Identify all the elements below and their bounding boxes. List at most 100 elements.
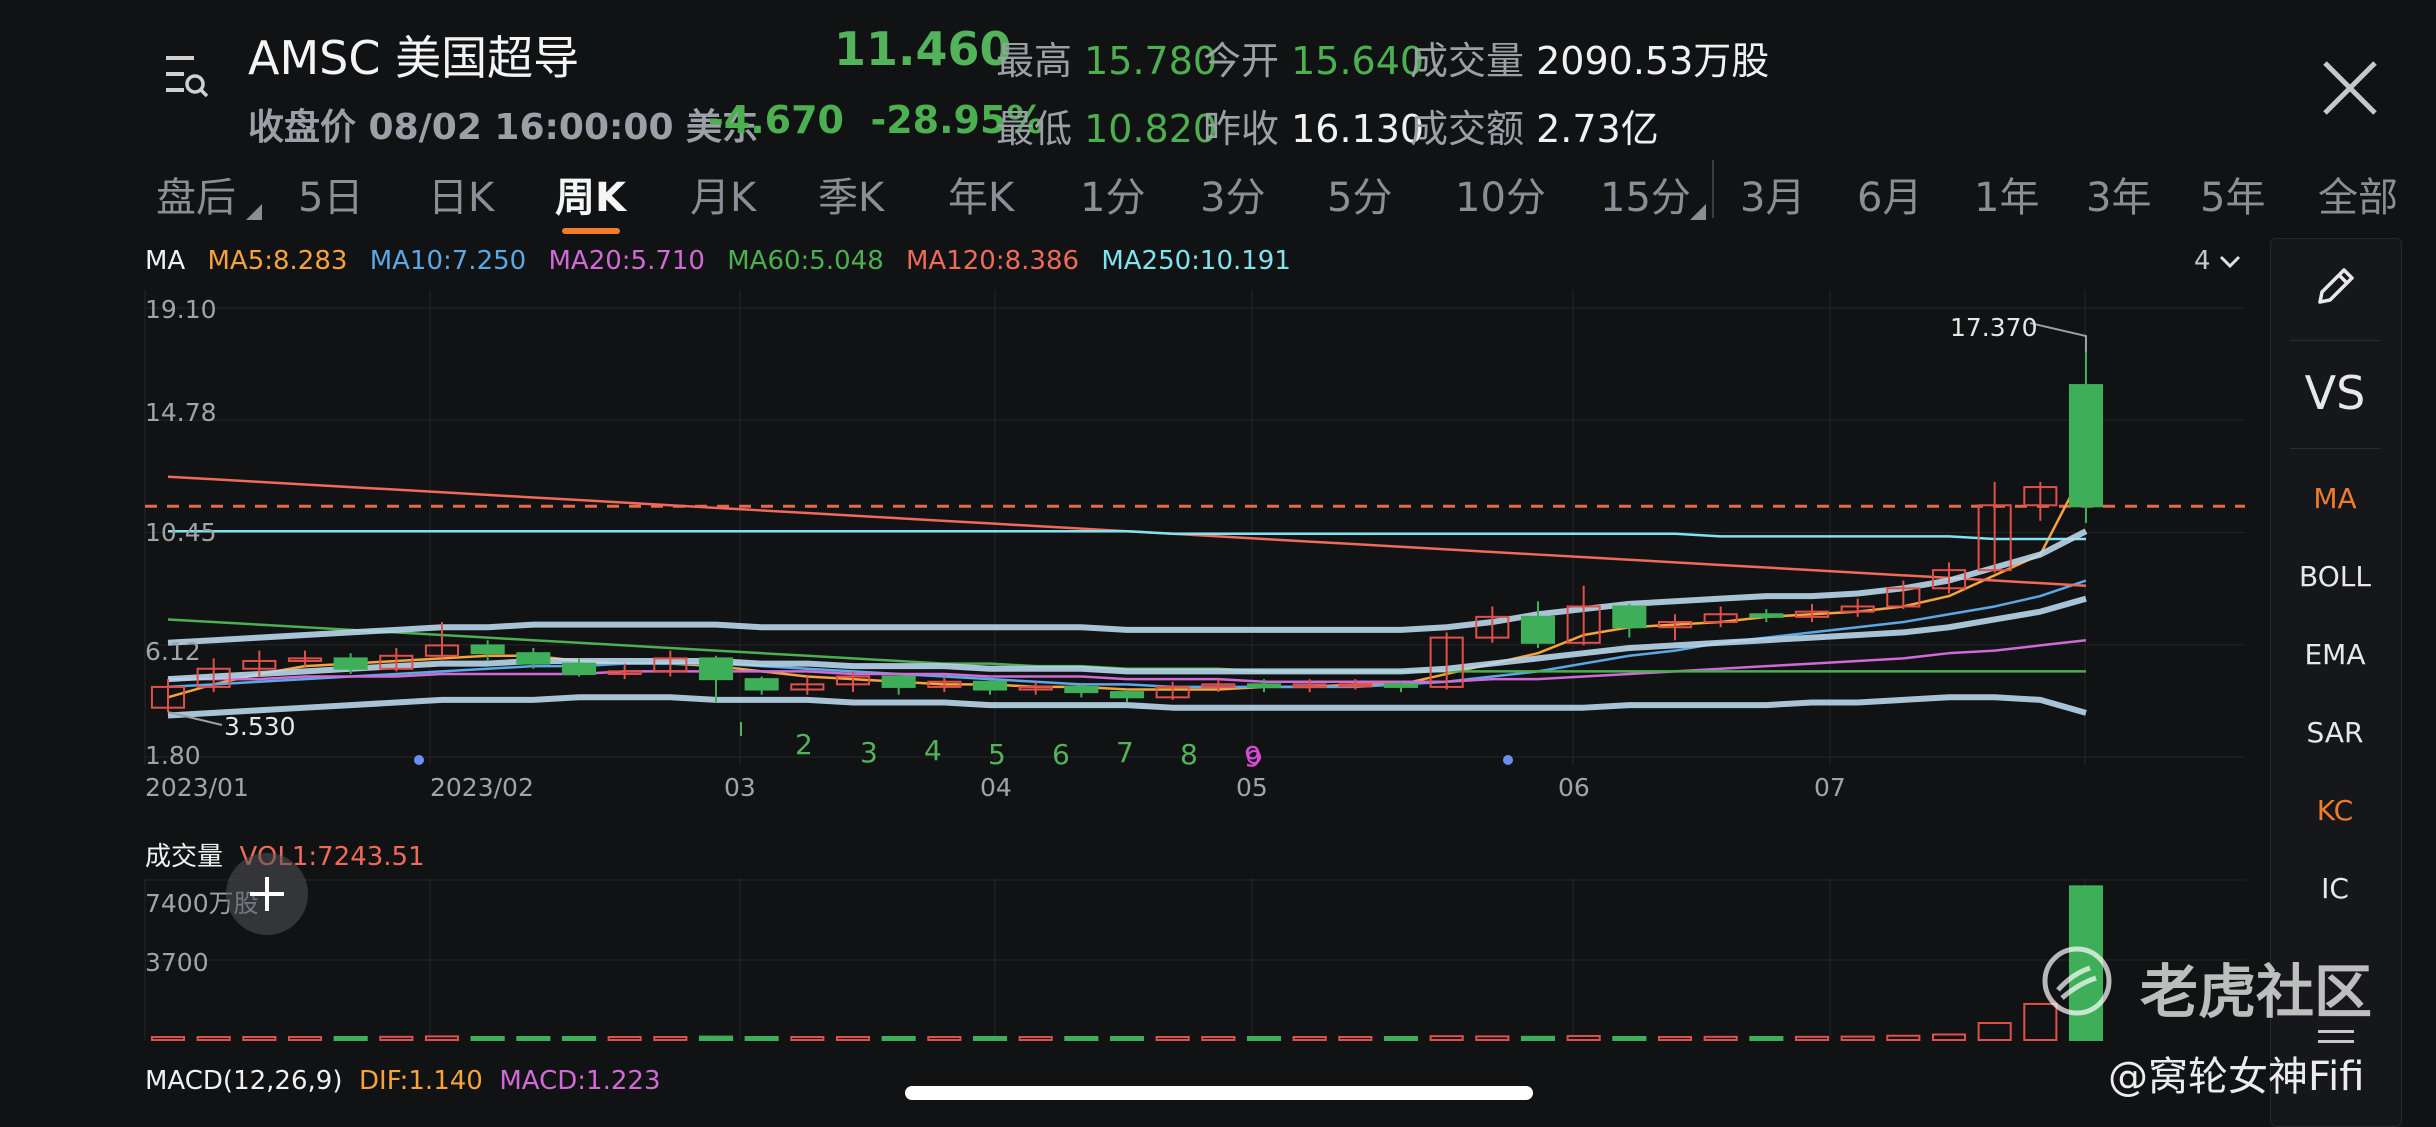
candle-body: [927, 680, 962, 688]
high-price-label: 17.370: [1950, 313, 2038, 342]
volume-bar: [1977, 1022, 2012, 1042]
candle-body: [1155, 685, 1190, 699]
candle-body: [1429, 636, 1464, 688]
tab-1min[interactable]: 1分: [1080, 175, 1146, 221]
indicator-sar[interactable]: SAR: [2306, 716, 2364, 749]
candle-body: [1886, 587, 1921, 608]
indicator-ic[interactable]: IC: [2321, 872, 2349, 905]
pencil-icon[interactable]: [2312, 262, 2360, 310]
tab-1year[interactable]: 1年: [1974, 175, 2040, 221]
tab-daily[interactable]: 日K: [428, 175, 495, 221]
volume-bar: [470, 1036, 505, 1041]
volume-bar: [2023, 1002, 2058, 1041]
ma-legend-prefix: MA: [145, 246, 186, 276]
indicator-kc[interactable]: KC: [2316, 794, 2354, 827]
sequence-marker: 4: [924, 734, 942, 767]
tab-5min[interactable]: 5分: [1327, 175, 1393, 221]
indicator-ma[interactable]: MA: [2313, 482, 2357, 515]
ma60-legend: MA60:5.048: [727, 246, 884, 276]
volume-bar: [1794, 1035, 1830, 1042]
candle-body: [1338, 683, 1373, 688]
candle-body: [1109, 691, 1145, 699]
indicator-boll[interactable]: BOLL: [2299, 560, 2371, 593]
tab-5d[interactable]: 5日: [298, 175, 364, 221]
x-tick-label: 06: [1558, 773, 1590, 802]
ma250-legend: MA250:10.191: [1101, 246, 1291, 276]
x-tick-label: 2023/01: [145, 773, 249, 802]
volume-bar: [1155, 1036, 1190, 1041]
tab-yearly[interactable]: 年K: [948, 175, 1015, 221]
volume-bar: [835, 1036, 871, 1041]
tab-all[interactable]: 全部: [2318, 175, 2398, 221]
sequence-marker: 5: [988, 738, 1006, 771]
ticker-name: AMSC 美国超导: [248, 31, 580, 85]
volume-bar: [1657, 1036, 1693, 1041]
volume-bar: [1383, 1036, 1419, 1041]
candle-body: [516, 652, 551, 665]
series-line-kc-mid: [167, 595, 2087, 683]
indicator-side-panel: [2270, 238, 2402, 1127]
tab-3min[interactable]: 3分: [1200, 175, 1266, 221]
volume-bar: [516, 1036, 551, 1041]
candle-body: [287, 657, 323, 662]
volume-bar: [1520, 1035, 1556, 1042]
candle-body: [881, 675, 916, 688]
indicator-ema[interactable]: EMA: [2304, 638, 2366, 671]
candle-body: [561, 662, 597, 675]
volume-bar: [1246, 1036, 1282, 1041]
volume-bar: [379, 1035, 414, 1042]
sequence-marker: 7: [1116, 736, 1134, 769]
candle-body: [1292, 683, 1327, 688]
tab-quarterly[interactable]: 季K: [818, 175, 885, 221]
close-icon[interactable]: [2320, 58, 2380, 118]
volume-bar: [744, 1036, 779, 1041]
volume-bar: [150, 1036, 186, 1041]
event-dot: [1247, 750, 1261, 764]
home-indicator[interactable]: [905, 1086, 1533, 1100]
tab-3month[interactable]: 3月: [1740, 175, 1806, 221]
candle-body: [1246, 683, 1282, 688]
ma120-legend: MA120:8.386: [906, 246, 1080, 276]
volume-bar: [607, 1036, 642, 1041]
menu-search-icon[interactable]: [160, 50, 210, 102]
tab-15min[interactable]: 15分: [1600, 175, 1691, 221]
side-divider: [2290, 340, 2380, 341]
tab-monthly[interactable]: 月K: [690, 175, 757, 221]
tab-after-hours[interactable]: 盘后: [156, 175, 236, 221]
tab-6month[interactable]: 6月: [1857, 175, 1923, 221]
candle-body: [242, 659, 277, 670]
candle-body: [698, 657, 734, 681]
volume-bar: [196, 1036, 231, 1041]
candle-body: [790, 683, 825, 691]
tab-weekly[interactable]: 周K: [555, 175, 626, 221]
sequence-marker: 9: [1244, 740, 1262, 773]
price-change: -4.670 -28.95%: [708, 98, 1045, 142]
volume-bar: [1064, 1036, 1099, 1041]
tiger-logo-icon: [2040, 944, 2114, 1018]
candle-body: [1749, 613, 1784, 618]
volume-bar: [1931, 1033, 1967, 1041]
volume-bar: [424, 1035, 460, 1041]
y-tick-label: 14.78: [145, 398, 217, 427]
candle-body: [1383, 683, 1419, 688]
stat-low: 最低 10.820: [996, 107, 1218, 151]
tab-3year[interactable]: 3年: [2086, 175, 2152, 221]
candle-body: [1201, 683, 1236, 688]
ma20-legend: MA20:5.710: [548, 246, 705, 276]
high-leader-line: [2029, 322, 2087, 353]
volume-bar: [1703, 1035, 1738, 1042]
period-selector[interactable]: 4: [2194, 246, 2241, 276]
y-tick-label: 19.10: [145, 295, 217, 324]
tab-10min[interactable]: 10分: [1455, 175, 1546, 221]
tab-5year[interactable]: 5年: [2200, 175, 2266, 221]
crosshair-button[interactable]: [226, 853, 308, 935]
candle-body: [2023, 486, 2058, 507]
sequence-marker: 2: [795, 728, 813, 761]
ma-legend: MA MA5:8.283 MA10:7.250 MA20:5.710 MA60:…: [145, 246, 1305, 276]
menu-lines-icon[interactable]: [2314, 1026, 2358, 1056]
vs-button[interactable]: VS: [2304, 366, 2366, 420]
candle-body: [1977, 504, 2012, 572]
volume-bar: [881, 1036, 916, 1041]
candle-body: [1566, 605, 1601, 644]
